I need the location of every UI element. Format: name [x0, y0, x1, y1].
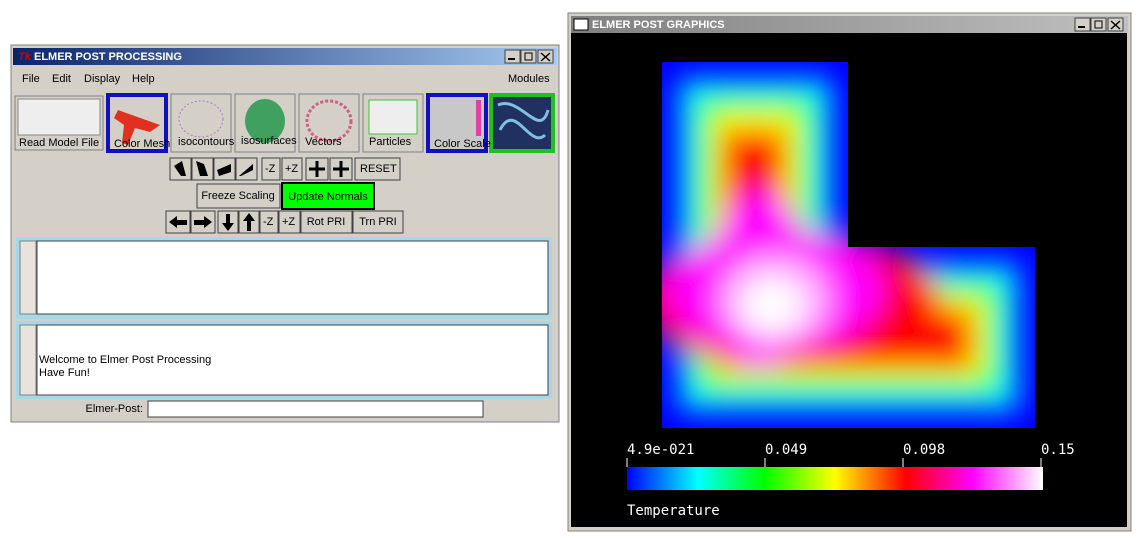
window-title: ELMER POST PROCESSING [34, 51, 182, 63]
prompt-label: Elmer-Post: [86, 403, 143, 415]
console-line: Have Fun! [39, 367, 90, 379]
freeze-scaling-button[interactable]: Freeze Scaling [201, 190, 274, 202]
translate-buttons[interactable] [165, 210, 404, 234]
scale-label: 0.049 [765, 442, 807, 458]
update-normals-button[interactable]: Update Normals [288, 191, 368, 203]
console-pane [36, 324, 549, 396]
tool-vectors[interactable]: Vectors [305, 136, 342, 148]
tool-read-model[interactable]: Read Model File [19, 137, 99, 149]
window-controls[interactable] [1074, 17, 1124, 32]
tool-isocontours[interactable]: isocontours [178, 136, 235, 148]
menu-help[interactable]: Help [132, 73, 155, 85]
reset-button[interactable]: RESET [360, 163, 397, 175]
window-title: ELMER POST GRAPHICS [592, 19, 725, 31]
window-controls[interactable] [504, 49, 554, 64]
rot-pri-button[interactable]: Rot PRI [307, 216, 346, 228]
output-pane [36, 240, 549, 315]
tool-color-mesh[interactable]: Color Mesh [114, 138, 170, 150]
menu-display[interactable]: Display [84, 73, 121, 85]
console-line: Welcome to Elmer Post Processing [39, 354, 211, 366]
tool-color-scale[interactable]: Color Scale [434, 138, 491, 150]
color-scale-bar [627, 467, 1043, 490]
rotate-plus-z[interactable]: +Z [285, 163, 298, 175]
tool-isosurfaces[interactable]: isosurfaces [241, 135, 297, 147]
menu-edit[interactable]: Edit [52, 73, 71, 85]
scale-label: 0.098 [903, 442, 945, 458]
translate-plus-z[interactable]: +Z [282, 216, 295, 228]
temperature-field [662, 62, 1035, 428]
graphics-window: ELMER POST GRAPHICS 4.9e-021 0.049 0.098… [567, 12, 1132, 532]
menu-file[interactable]: File [22, 73, 40, 85]
scale-label: 4.9e-021 [627, 442, 694, 458]
scale-label: 0.15 [1041, 442, 1075, 458]
tool-particles[interactable]: Particles [369, 136, 412, 148]
trn-pri-button[interactable]: Trn PRI [359, 216, 397, 228]
rotate-minus-z[interactable]: -Z [265, 163, 276, 175]
translate-minus-z[interactable]: -Z [263, 216, 274, 228]
scale-title: Temperature [627, 503, 720, 519]
svg-text:Tk: Tk [18, 51, 32, 63]
post-processing-window: Tk ELMER POST PROCESSING File Edit Displ… [10, 44, 560, 423]
command-entry[interactable] [147, 400, 484, 418]
menu-modules[interactable]: Modules [508, 73, 550, 85]
tool-row [14, 93, 555, 153]
rotate-buttons[interactable] [169, 157, 401, 181]
